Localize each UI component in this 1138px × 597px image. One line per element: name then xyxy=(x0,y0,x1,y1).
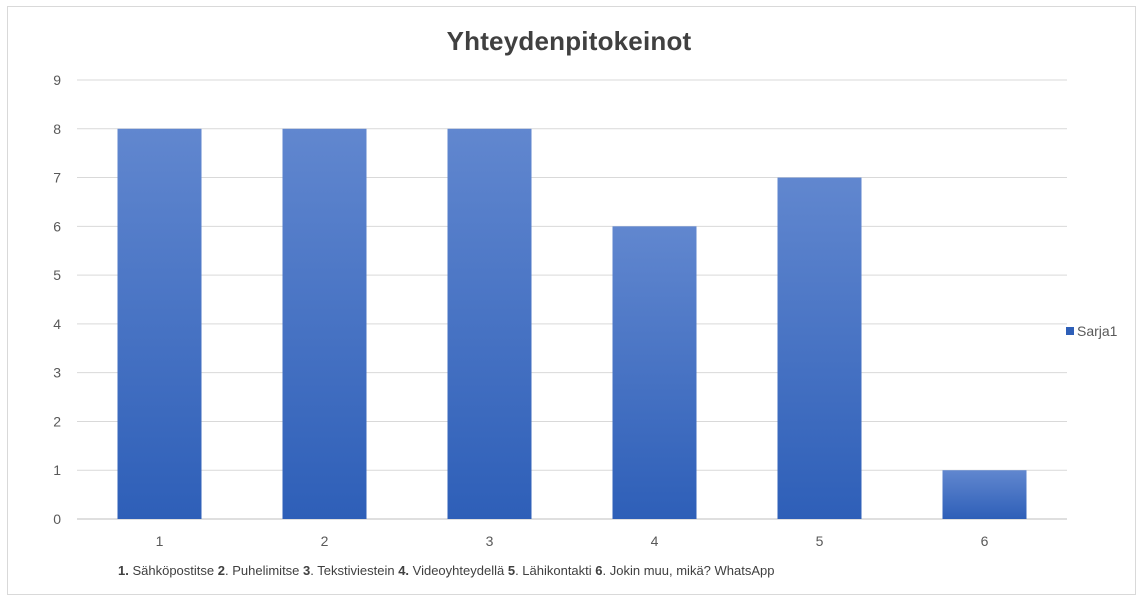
bars xyxy=(117,128,1027,520)
y-tick-label: 6 xyxy=(53,218,61,234)
y-tick-label: 3 xyxy=(53,365,61,381)
bar-6 xyxy=(942,470,1027,519)
caption-item-3: 3. Tekstiviestein xyxy=(303,563,395,578)
x-axis-ticks: 1 2 3 4 5 6 xyxy=(156,533,989,549)
category-caption: 1. Sähköpostitse 2. Puhelimitse 3. Tekst… xyxy=(118,563,775,578)
bar-4 xyxy=(612,226,697,520)
x-tick-label: 3 xyxy=(486,533,494,549)
legend: Sarja1 xyxy=(1066,323,1117,339)
bar-2 xyxy=(282,128,367,519)
x-tick-label: 6 xyxy=(981,533,989,549)
bar-3 xyxy=(447,128,532,519)
caption-item-2: 2. Puhelimitse xyxy=(217,563,300,578)
legend-swatch xyxy=(1066,327,1074,335)
y-tick-label: 8 xyxy=(53,121,61,137)
chart-title: Yhteydenpitokeinot xyxy=(446,26,692,56)
x-tick-label: 4 xyxy=(651,533,659,549)
x-tick-label: 2 xyxy=(321,533,329,549)
x-tick-label: 5 xyxy=(816,533,824,549)
caption-item-5: 5. Lähikontakti xyxy=(507,563,592,578)
caption-item-6: 6. Jokin muu, mikä? WhatsApp xyxy=(595,563,775,578)
x-tick-label: 1 xyxy=(156,533,164,549)
gridlines xyxy=(77,79,1067,520)
y-tick-label: 7 xyxy=(53,170,61,186)
y-tick-label: 1 xyxy=(53,462,61,478)
y-tick-label: 9 xyxy=(53,72,61,88)
y-axis-ticks: 0 1 2 3 4 5 6 7 8 9 xyxy=(53,72,61,527)
caption-item-1: 1. Sähköpostitse xyxy=(118,563,215,578)
y-tick-label: 4 xyxy=(53,316,61,332)
bar-5 xyxy=(777,177,862,520)
bar-1 xyxy=(117,128,202,519)
caption-item-4: 4. Videoyhteydellä xyxy=(398,563,505,578)
y-tick-label: 2 xyxy=(53,413,61,429)
legend-label: Sarja1 xyxy=(1077,323,1118,339)
y-tick-label: 0 xyxy=(53,511,61,527)
y-tick-label: 5 xyxy=(53,267,61,283)
